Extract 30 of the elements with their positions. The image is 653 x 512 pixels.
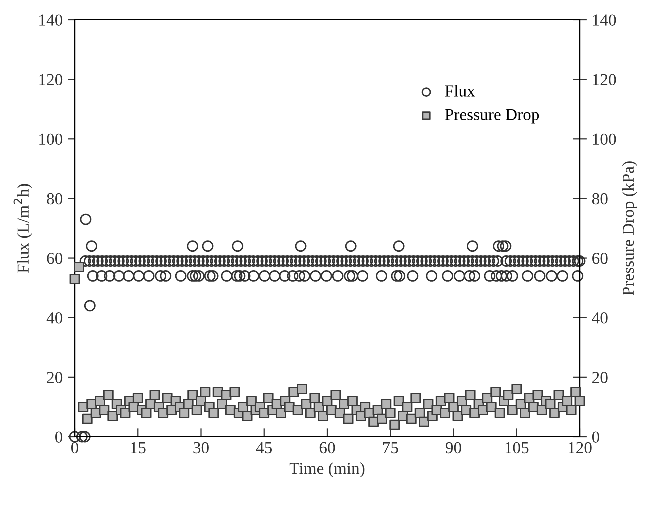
x-tick-label: 120 xyxy=(568,442,592,454)
y-tick-label: 100 xyxy=(40,134,63,146)
y2-tick-label: 60 xyxy=(592,252,608,264)
x-tick-label: 60 xyxy=(320,442,336,454)
y2-tick-label: 140 xyxy=(593,14,616,26)
y2-tick-label: 20 xyxy=(592,372,608,384)
y-tick-label: 120 xyxy=(40,74,63,86)
y2-tick-label: 40 xyxy=(592,312,608,324)
x-tick-label: 30 xyxy=(194,442,209,454)
y-axis-title: Flux (L/m$^{2}$h) xyxy=(14,184,32,274)
y2-tick-label: 100 xyxy=(593,134,616,146)
y-tick-label: 40 xyxy=(46,312,63,324)
x-tick-label: 75 xyxy=(383,442,398,454)
y2-axis-title: Pressure Drop (kPa) xyxy=(622,162,638,296)
y-tick-label: 80 xyxy=(47,193,63,205)
x-axis-title: Time (min) xyxy=(290,462,365,478)
legend-label: Flux xyxy=(445,85,476,97)
y2-tick-label: 0 xyxy=(592,432,600,443)
y-tick-label: 60 xyxy=(47,252,63,264)
x-tick-label: 105 xyxy=(506,442,529,454)
x-tick-label: 45 xyxy=(256,442,272,454)
y-tick-label: 0 xyxy=(55,432,63,443)
x-tick-label: 0 xyxy=(71,442,79,454)
y-tick-label: 20 xyxy=(47,372,63,384)
y2-tick-label: 80 xyxy=(592,193,608,205)
x-tick-label: 15 xyxy=(131,442,146,454)
y2-tick-label: 120 xyxy=(593,74,616,86)
y-tick-label: 140 xyxy=(40,14,63,26)
legend-label: Pressure Drop xyxy=(445,109,540,124)
x-tick-label: 90 xyxy=(446,442,462,454)
